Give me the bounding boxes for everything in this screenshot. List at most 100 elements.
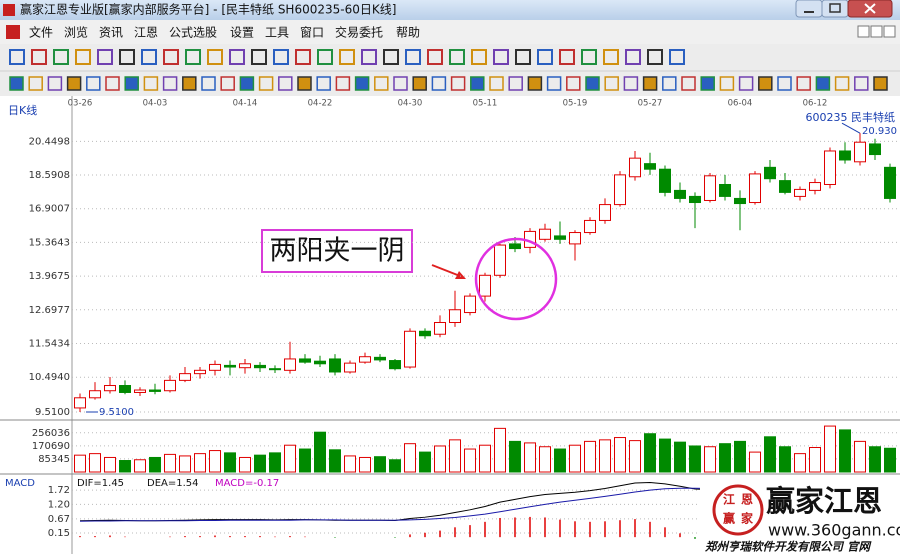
toolbar-button[interactable] [393, 76, 408, 91]
seal-char: 江 [723, 492, 735, 507]
toolbar-button[interactable] [471, 49, 487, 65]
toolbar-button[interactable] [278, 76, 293, 91]
toolbar-button[interactable] [239, 76, 255, 91]
toolbar-button[interactable] [450, 76, 466, 91]
toolbar-button[interactable] [427, 49, 443, 65]
toolbar-button[interactable] [581, 49, 597, 65]
toolbar-button[interactable] [777, 76, 792, 91]
toolbar-button[interactable] [53, 49, 69, 65]
menu-item[interactable]: 帮助 [396, 26, 420, 40]
toolbar-button[interactable] [31, 49, 47, 65]
volume-bar [869, 446, 881, 473]
menu-bar [0, 20, 900, 44]
toolbar-button[interactable] [9, 49, 25, 65]
toolbar-button[interactable] [470, 76, 485, 91]
toolbar-button[interactable] [47, 76, 63, 91]
menu-item[interactable]: 设置 [230, 26, 254, 40]
menu-item[interactable]: 浏览 [64, 25, 88, 40]
toolbar-button[interactable] [105, 76, 120, 91]
candle-body [224, 364, 236, 368]
toolbar-button[interactable] [537, 49, 553, 65]
toolbar-button[interactable] [317, 49, 333, 65]
candle-body [884, 166, 896, 199]
x-tick-label: 04-03 [143, 99, 168, 109]
toolbar-button[interactable] [339, 49, 355, 65]
toolbar-button[interactable] [662, 76, 677, 91]
toolbar-button[interactable] [28, 76, 43, 91]
toolbar-button[interactable] [873, 76, 888, 91]
toolbar-button[interactable] [86, 76, 101, 91]
menu-item[interactable]: 文件 [29, 25, 53, 40]
toolbar-button[interactable] [431, 76, 447, 91]
candle-body [599, 204, 611, 221]
menu-item[interactable]: 窗口 [300, 26, 324, 40]
toolbar-button[interactable] [604, 76, 619, 91]
mdi-controls[interactable] [857, 25, 896, 38]
toolbar-button[interactable] [354, 76, 370, 91]
toolbar-button[interactable] [585, 76, 600, 91]
toolbar-button[interactable] [546, 76, 562, 91]
toolbar-button[interactable] [527, 76, 543, 91]
toolbar-button[interactable] [383, 49, 399, 65]
toolbar-button[interactable] [97, 49, 113, 65]
volume-bar [164, 453, 176, 473]
toolbar-button[interactable] [566, 76, 581, 91]
toolbar-button[interactable] [796, 76, 811, 91]
toolbar-button[interactable] [854, 76, 869, 91]
toolbar-button[interactable] [625, 49, 641, 65]
toolbar-button[interactable] [220, 76, 235, 91]
toolbar-button[interactable] [647, 49, 663, 65]
toolbar-button[interactable] [412, 76, 427, 91]
toolbar-button[interactable] [119, 49, 135, 65]
toolbar-button[interactable] [669, 49, 685, 65]
toolbar-button[interactable] [9, 76, 24, 91]
toolbar-button[interactable] [493, 49, 509, 65]
toolbar-button[interactable] [815, 76, 831, 91]
menu-item[interactable]: 公式选股 [169, 26, 217, 40]
toolbar-button[interactable] [642, 76, 658, 91]
toolbar-button[interactable] [162, 76, 178, 91]
menu-item[interactable]: 交易委托 [335, 25, 383, 40]
toolbar-button[interactable] [508, 76, 523, 91]
toolbar-button[interactable] [201, 76, 216, 91]
toolbar-button[interactable] [361, 49, 377, 65]
toolbar-button[interactable] [405, 49, 421, 65]
candle-body [794, 188, 806, 197]
toolbar-button[interactable] [207, 49, 223, 65]
highlight-circle [474, 237, 558, 321]
toolbar-button[interactable] [297, 76, 312, 91]
toolbar-button[interactable] [229, 49, 245, 65]
toolbar-button[interactable] [251, 49, 267, 65]
toolbar-button[interactable] [700, 76, 715, 91]
toolbar-button[interactable] [316, 76, 331, 91]
toolbar-button[interactable] [719, 76, 735, 91]
toolbar-button[interactable] [66, 76, 82, 91]
toolbar-button[interactable] [258, 76, 274, 91]
toolbar-button[interactable] [143, 76, 159, 91]
window-controls[interactable] [795, 0, 893, 18]
toolbar-button[interactable] [559, 49, 575, 65]
toolbar-button[interactable] [758, 76, 773, 91]
toolbar-button[interactable] [182, 76, 197, 91]
toolbar-button[interactable] [185, 49, 201, 65]
toolbar-button[interactable] [335, 76, 351, 91]
toolbar-button[interactable] [449, 49, 465, 65]
menu-item[interactable]: 资讯 [99, 26, 123, 40]
toolbar-button[interactable] [515, 49, 531, 65]
toolbar-button[interactable] [75, 49, 91, 65]
toolbar-button[interactable] [295, 49, 311, 65]
toolbar-button[interactable] [273, 49, 289, 65]
toolbar-button[interactable] [834, 76, 850, 91]
toolbar-button[interactable] [738, 76, 754, 91]
toolbar-button[interactable] [603, 49, 619, 65]
menu-item[interactable]: 工具 [265, 26, 289, 40]
toolbar-button[interactable] [141, 49, 157, 65]
toolbar-button[interactable] [623, 76, 639, 91]
toolbar-button[interactable] [681, 76, 696, 91]
toolbar-button[interactable] [489, 76, 504, 91]
candle-body [539, 228, 551, 240]
menu-item[interactable]: 江恩 [134, 26, 158, 40]
toolbar-button[interactable] [124, 76, 139, 91]
toolbar-button[interactable] [374, 76, 389, 91]
toolbar-button[interactable] [163, 49, 179, 65]
